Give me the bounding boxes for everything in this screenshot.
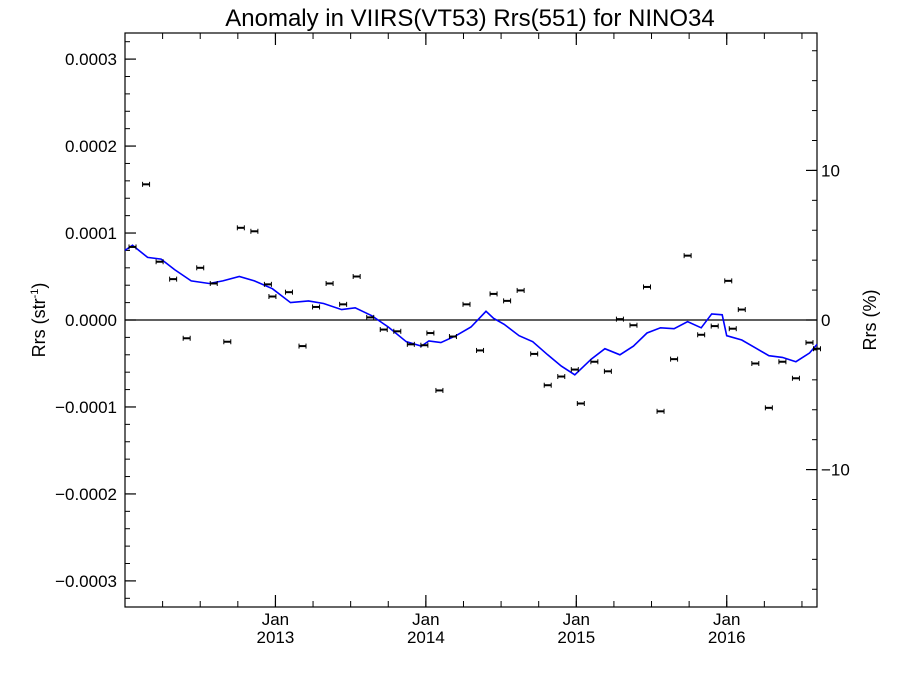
x-tick-year-label: 2013 — [257, 628, 295, 647]
data-point — [557, 374, 566, 380]
y-axis-right-label: Rrs (%) — [860, 290, 880, 351]
data-point — [426, 330, 435, 336]
series-blue-line — [124, 244, 818, 376]
data-point — [196, 265, 205, 271]
data-point — [406, 341, 415, 347]
y-right-tick-label: 10 — [821, 161, 840, 180]
data-point — [284, 289, 293, 295]
data-point — [223, 339, 232, 345]
chart-title: Anomaly in VIIRS(VT53) Rrs(551) for NINO… — [225, 5, 714, 32]
data-point — [339, 301, 348, 307]
y-right-tick-label: −10 — [821, 461, 850, 480]
data-point — [352, 274, 361, 280]
data-point — [366, 314, 375, 320]
x-tick-year-label: 2015 — [557, 628, 595, 647]
data-point — [530, 351, 539, 357]
data-point — [155, 259, 164, 265]
y-tick-label: 0.0000 — [65, 311, 117, 330]
data-point — [503, 298, 512, 304]
data-point — [268, 294, 277, 300]
data-point — [778, 359, 787, 365]
y-tick-label: −0.0003 — [55, 572, 117, 591]
data-point — [751, 360, 760, 366]
data-point — [710, 323, 719, 329]
data-point — [476, 347, 485, 353]
data-point — [737, 307, 746, 313]
y-tick-label: 0.0001 — [65, 224, 117, 243]
y-axis-left-label: Rrs (str-1) — [29, 283, 49, 358]
data-point — [142, 181, 151, 187]
data-point — [603, 368, 612, 374]
y-tick-label: 0.0002 — [65, 137, 117, 156]
data-point — [489, 291, 498, 297]
data-point — [670, 356, 679, 362]
data-point — [791, 375, 800, 381]
data-point — [298, 343, 307, 349]
data-point — [250, 228, 259, 234]
series-black-points — [128, 181, 821, 414]
data-point — [629, 322, 638, 328]
y-tick-label: 0.0003 — [65, 50, 117, 69]
data-point — [805, 340, 814, 346]
data-point — [448, 334, 457, 340]
data-point — [683, 253, 692, 259]
data-point — [435, 387, 444, 393]
data-point — [570, 367, 579, 373]
y-tick-label: −0.0002 — [55, 485, 117, 504]
blue-line-path — [124, 244, 818, 376]
data-point — [169, 276, 178, 282]
data-point — [656, 408, 665, 414]
data-point — [420, 342, 429, 348]
x-tick-year-label: 2016 — [708, 628, 746, 647]
data-point — [182, 335, 191, 341]
y-axis-left: 0.0003 0.0002 0.0001 0.0000 −0.0001 −0.0002 −0… — [55, 41, 136, 599]
data-point — [615, 316, 624, 322]
y-right-tick-label: 0 — [821, 311, 830, 330]
x-tick-month-label: Jan — [262, 610, 289, 629]
data-point — [590, 359, 599, 365]
x-tick-month-label: Jan — [412, 610, 439, 629]
data-point — [576, 400, 585, 406]
x-tick-month-label: Jan — [713, 610, 740, 629]
data-point — [462, 301, 471, 307]
data-point — [263, 281, 272, 287]
data-point — [728, 326, 737, 332]
data-point — [697, 332, 706, 338]
x-tick-year-label: 2014 — [407, 628, 445, 647]
data-point — [516, 287, 525, 293]
data-point — [643, 284, 652, 290]
data-point — [813, 346, 821, 352]
data-point — [543, 382, 552, 388]
data-point — [724, 278, 733, 284]
y-tick-label: −0.0001 — [55, 398, 117, 417]
data-point — [209, 280, 218, 286]
data-point — [764, 405, 773, 411]
data-point — [312, 304, 321, 310]
x-tick-month-label: Jan — [563, 610, 590, 629]
data-point — [128, 244, 137, 250]
data-point — [236, 225, 245, 231]
data-point — [325, 280, 334, 286]
data-point — [379, 327, 388, 333]
data-point — [393, 328, 402, 334]
